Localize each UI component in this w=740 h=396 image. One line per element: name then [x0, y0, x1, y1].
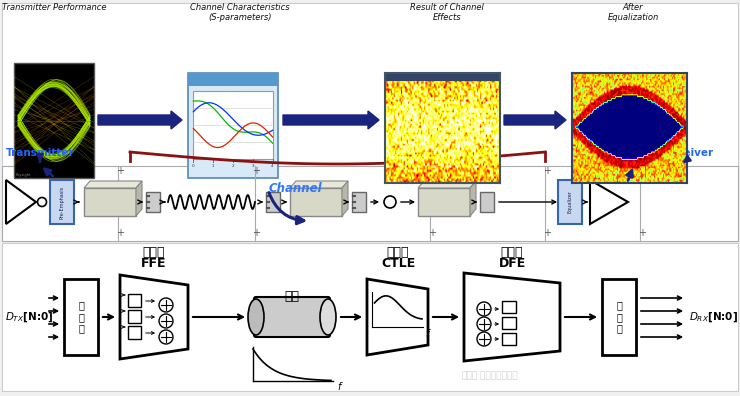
Bar	[128, 294, 141, 307]
Polygon shape	[120, 275, 188, 359]
Text: +: +	[428, 228, 436, 238]
Ellipse shape	[248, 299, 264, 335]
Text: CTLE: CTLE	[381, 257, 415, 270]
Text: +: +	[543, 166, 551, 176]
FancyArrow shape	[504, 111, 566, 129]
FancyArrowPatch shape	[269, 192, 304, 224]
Text: Pre-Emphasis: Pre-Emphasis	[59, 185, 64, 219]
Text: 解
串
器: 解 串 器	[616, 301, 622, 333]
Circle shape	[477, 302, 491, 316]
Text: +: +	[116, 228, 124, 238]
Bar	[128, 310, 141, 323]
Bar	[14, 63, 94, 178]
Bar	[2, 3, 738, 198]
Text: Transmitter Performance: Transmitter Performance	[1, 3, 107, 12]
Polygon shape	[290, 181, 348, 188]
Ellipse shape	[320, 299, 336, 335]
Text: f: f	[425, 329, 428, 339]
Bar	[502, 301, 516, 313]
Text: 1: 1	[212, 164, 215, 168]
Text: Receiver: Receiver	[662, 148, 713, 158]
FancyArrow shape	[283, 111, 379, 129]
Bar	[418, 188, 470, 216]
Bar	[193, 91, 272, 159]
Text: +: +	[252, 166, 260, 176]
Bar	[128, 326, 141, 339]
Text: 2: 2	[232, 164, 235, 168]
Text: +: +	[543, 228, 551, 238]
Bar	[64, 279, 98, 355]
Bar	[290, 188, 342, 216]
Polygon shape	[136, 181, 142, 216]
Bar	[352, 192, 366, 212]
Bar	[2, 166, 738, 241]
Bar	[146, 192, 160, 212]
Text: 3: 3	[252, 164, 254, 168]
FancyBboxPatch shape	[254, 297, 330, 337]
Text: 信道: 信道	[284, 291, 300, 303]
Bar	[558, 180, 582, 224]
Circle shape	[477, 332, 491, 346]
Text: FFE: FFE	[141, 257, 166, 270]
Polygon shape	[470, 181, 476, 216]
Polygon shape	[418, 181, 476, 188]
Bar	[502, 317, 516, 329]
Text: 接收端: 接收端	[501, 246, 523, 259]
Text: Keysight: Keysight	[16, 173, 31, 177]
Text: 0: 0	[192, 164, 195, 168]
Bar	[188, 73, 278, 86]
Text: +: +	[638, 166, 646, 176]
Text: 串
行
器: 串 行 器	[78, 301, 84, 333]
Text: 公众号·测试测量加油站: 公众号·测试测量加油站	[462, 371, 518, 381]
Bar	[2, 243, 738, 391]
Text: 4: 4	[272, 164, 274, 168]
Polygon shape	[84, 181, 142, 188]
Polygon shape	[342, 181, 348, 216]
Circle shape	[159, 314, 173, 328]
Circle shape	[159, 298, 173, 312]
Bar	[188, 73, 278, 178]
Text: Channel Characteristics
(S-parameters): Channel Characteristics (S-parameters)	[190, 3, 290, 23]
Text: 发送端: 发送端	[143, 246, 165, 259]
Text: $D_{TX}$[N:0]: $D_{TX}$[N:0]	[5, 310, 53, 324]
Bar	[480, 192, 494, 212]
Text: +: +	[116, 166, 124, 176]
FancyArrow shape	[98, 111, 182, 129]
Bar	[602, 279, 636, 355]
Bar	[266, 192, 280, 212]
Bar	[84, 188, 136, 216]
Text: +: +	[428, 166, 436, 176]
Text: Result of Channel
Effects: Result of Channel Effects	[410, 3, 484, 23]
Circle shape	[477, 317, 491, 331]
Text: +: +	[252, 228, 260, 238]
Text: +: +	[638, 228, 646, 238]
Circle shape	[159, 330, 173, 344]
Text: Transmitter: Transmitter	[6, 148, 74, 158]
Bar	[502, 333, 516, 345]
Text: $D_{RX}$[N:0]: $D_{RX}$[N:0]	[689, 310, 738, 324]
Text: Equalizer: Equalizer	[568, 190, 573, 213]
Polygon shape	[367, 279, 428, 355]
Text: 接收端: 接收端	[387, 246, 409, 259]
Text: f: f	[337, 382, 340, 392]
Polygon shape	[464, 273, 560, 361]
Text: Channel: Channel	[268, 183, 322, 196]
Text: DFE: DFE	[498, 257, 525, 270]
Text: After
Equalization: After Equalization	[608, 3, 659, 23]
Bar	[50, 180, 74, 224]
